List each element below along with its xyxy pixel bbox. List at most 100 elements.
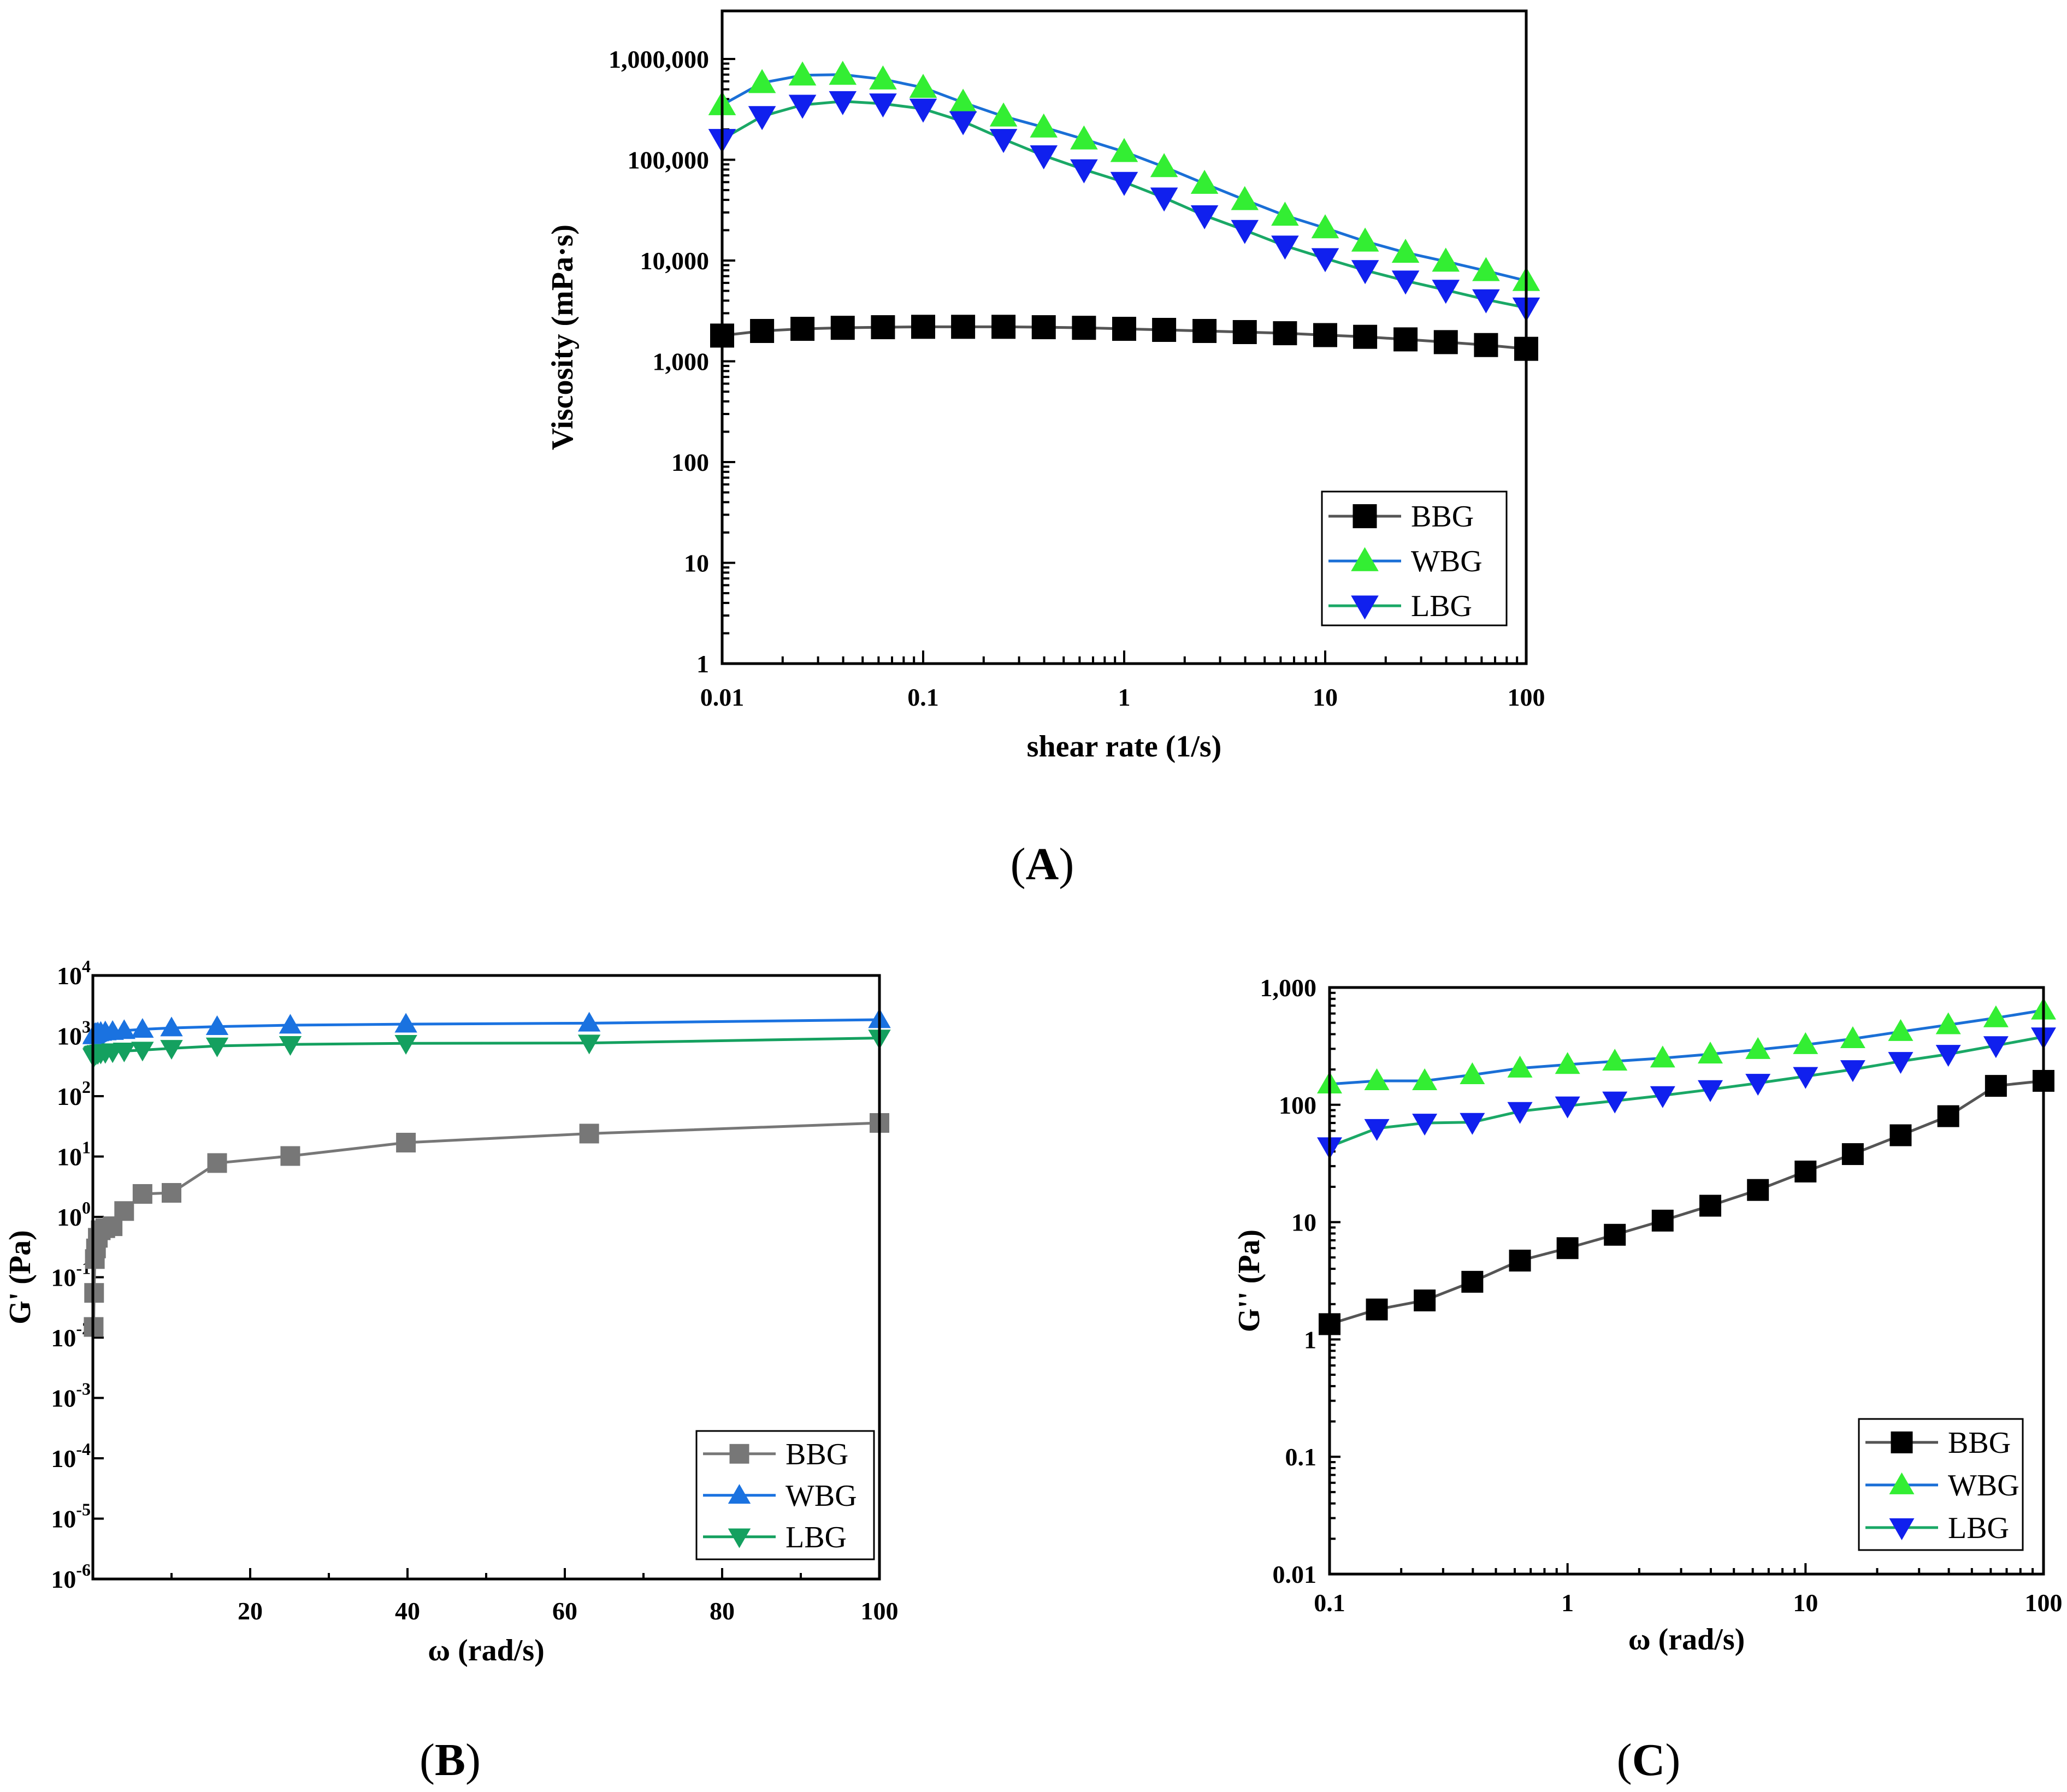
panel-a-legend-lbg-label: LBG	[1411, 589, 1472, 623]
panel-b-bbg-point	[207, 1153, 227, 1173]
panel-b-y-tick-exponent: -5	[76, 1500, 91, 1519]
panel-c-lbg-point	[1698, 1080, 1723, 1102]
panel-b-x-tick-label: 20	[238, 1597, 263, 1625]
panel-a-bbg-point	[991, 315, 1016, 339]
panel-c-y-tick-label: 0.01	[1273, 1560, 1317, 1588]
panel-a-lbg-point	[1150, 187, 1178, 212]
panel-a-lbg-point	[748, 106, 776, 131]
panel-c-legend-lbg-swatch-marker	[1889, 1518, 1915, 1540]
panel-b-label: (B)	[420, 1735, 481, 1785]
panel-b-lbg-point	[131, 1042, 154, 1062]
panel-b-bbg-point	[579, 1123, 599, 1144]
panel-c-legend-bbg-swatch-marker	[1891, 1431, 1913, 1453]
panel-b-lbg-point	[394, 1035, 417, 1055]
panel-b-legend-bbg-swatch-marker	[729, 1444, 749, 1464]
panel-c-y-tick-label: 1,000	[1260, 974, 1317, 1002]
panel-a-lbg-point	[788, 94, 817, 119]
panel-b-series	[82, 1008, 891, 1337]
panel-c-wbg-point	[1507, 1055, 1533, 1078]
panel-b-bbg-point	[114, 1201, 134, 1221]
panel-b-wbg-point	[394, 1013, 417, 1033]
panel-a-series	[708, 61, 1540, 361]
panel-a-lbg-point	[1190, 205, 1219, 229]
panel-b-storage-modulus-chart: 20 40 60 80 10010-610-510-410-310-210-110010…	[3, 956, 899, 1785]
panel-c-bbg-point	[1461, 1270, 1484, 1293]
panel-c-lbg-point	[1364, 1119, 1390, 1141]
panel-b-wbg-point	[160, 1016, 183, 1037]
panel-a-x-axis-title: shear rate (1/s)	[1027, 730, 1222, 764]
panel-c-legend: BBG WBG LBG	[1858, 1418, 2024, 1551]
panel-a-lbg-point	[1030, 145, 1058, 170]
panel-b-wbg-point	[577, 1012, 601, 1032]
panel-a-lbg-point	[1271, 235, 1299, 260]
panel-a-bbg-point	[911, 315, 935, 339]
panel-c-wbg-point	[1983, 1005, 2009, 1027]
panel-c-y-tick-label: 1	[1304, 1326, 1316, 1353]
panel-c-wbg-point	[1602, 1049, 1628, 1071]
panel-b-y-tick-label: 104	[57, 956, 91, 990]
panel-b-lbg-point	[577, 1034, 601, 1055]
panel-a-wbg-point	[1432, 247, 1460, 272]
panel-b-ticks: 20 40 60 80 10010-610-510-410-310-210-110010…	[51, 956, 898, 1625]
panel-b-y-tick-base: 10	[51, 1385, 76, 1412]
panel-a-ticks: 0.01 0.1 1 10 100 1 10 100 1,000 10,000 100,000 1,0…	[609, 45, 1545, 711]
panel-a-legend-wbg-swatch-marker	[1351, 547, 1379, 571]
panel-a-y-tick-label: 1	[696, 650, 709, 678]
panel-c-bbg-point	[1985, 1075, 2007, 1097]
panel-a-legend: BBG WBG LBG	[1321, 490, 1508, 626]
panel-c-y-axis-title: G'' (Pa)	[1232, 1229, 1266, 1332]
panel-a-x-tick-label: 10	[1313, 683, 1338, 711]
panel-a-legend-bbg-swatch-marker	[1353, 504, 1377, 529]
panel-a-bbg-point	[1232, 320, 1257, 345]
panel-a-wbg-point	[1351, 227, 1379, 252]
panel-c-x-tick-label: 0.1	[1314, 1589, 1345, 1617]
panel-a-viscosity-chart: 0.01 0.1 1 10 100 1 10 100 1,000 10,000 100,000 1,0…	[546, 9, 1545, 890]
panel-b-wbg-point	[205, 1015, 229, 1035]
panel-a-bbg-point	[1313, 323, 1337, 347]
panel-c-legend-wbg-label: WBG	[1948, 1469, 2019, 1503]
panel-c-lbg-line	[1329, 1035, 2044, 1148]
panel-a-bbg-point	[1393, 327, 1418, 352]
panel-a-legend-bbg-label: BBG	[1411, 500, 1474, 534]
panel-a-wbg-point	[1231, 186, 1259, 210]
panel-c-plot-frame	[1328, 986, 2045, 1576]
panel-c-bbg-point	[1699, 1194, 1722, 1217]
panel-c-wbg-point	[1698, 1042, 1723, 1064]
panel-a-bbg-point	[1273, 321, 1297, 346]
panel-b-lbg-point	[160, 1040, 183, 1060]
panel-b-y-tick-base: 10	[51, 1445, 76, 1472]
panel-a-x-tick-label: 0.1	[907, 683, 939, 711]
panel-c-wbg-point	[1793, 1032, 1818, 1054]
panel-c-bbg-point	[1841, 1143, 1864, 1166]
panel-b-y-tick-base: 10	[51, 1264, 76, 1292]
panel-c-lbg-point	[1840, 1060, 1865, 1083]
panel-a-y-axis-title: Viscosity (mPa·s)	[546, 224, 580, 450]
panel-b-y-tick-label: 102	[57, 1077, 91, 1110]
panel-b-y-tick-label: 103	[57, 1017, 91, 1050]
panel-c-legend-wbg-swatch-marker	[1889, 1472, 1915, 1494]
panel-a-wbg-point	[1110, 138, 1138, 162]
panel-a-wbg-point	[788, 61, 817, 86]
panel-b-x-tick-label: 60	[552, 1597, 577, 1625]
panel-b-label-letter: B	[435, 1735, 465, 1785]
panel-b-y-axis-title: G' (Pa)	[3, 1230, 37, 1324]
panel-a-wbg-point	[829, 61, 857, 85]
panel-c-bbg-point	[1937, 1105, 1959, 1127]
panel-c-x-axis-title: ω (rad/s)	[1628, 1623, 1745, 1657]
panel-b-legend-wbg-label: WBG	[786, 1479, 857, 1513]
panel-c-bbg-point	[1889, 1124, 1912, 1146]
panel-a-wbg-point	[989, 102, 1018, 127]
panel-a-lbg-point	[1070, 159, 1098, 184]
panel-c-wbg-point	[1888, 1019, 1914, 1041]
panel-a-bbg-point	[1192, 318, 1217, 343]
panel-c-label: (C)	[1617, 1735, 1681, 1785]
panel-b-legend: BBG WBG LBG	[695, 1430, 875, 1560]
panel-c-y-tick-label: 100	[1279, 1091, 1316, 1119]
panel-a-wbg-point	[869, 65, 897, 90]
panel-a-bbg-point	[1031, 315, 1056, 340]
panel-b-y-tick-exponent: -4	[76, 1439, 91, 1459]
panel-c-lbg-point	[1745, 1074, 1771, 1096]
panel-b-bbg-point	[280, 1146, 300, 1166]
panel-a-legend-wbg-label: WBG	[1411, 545, 1483, 578]
